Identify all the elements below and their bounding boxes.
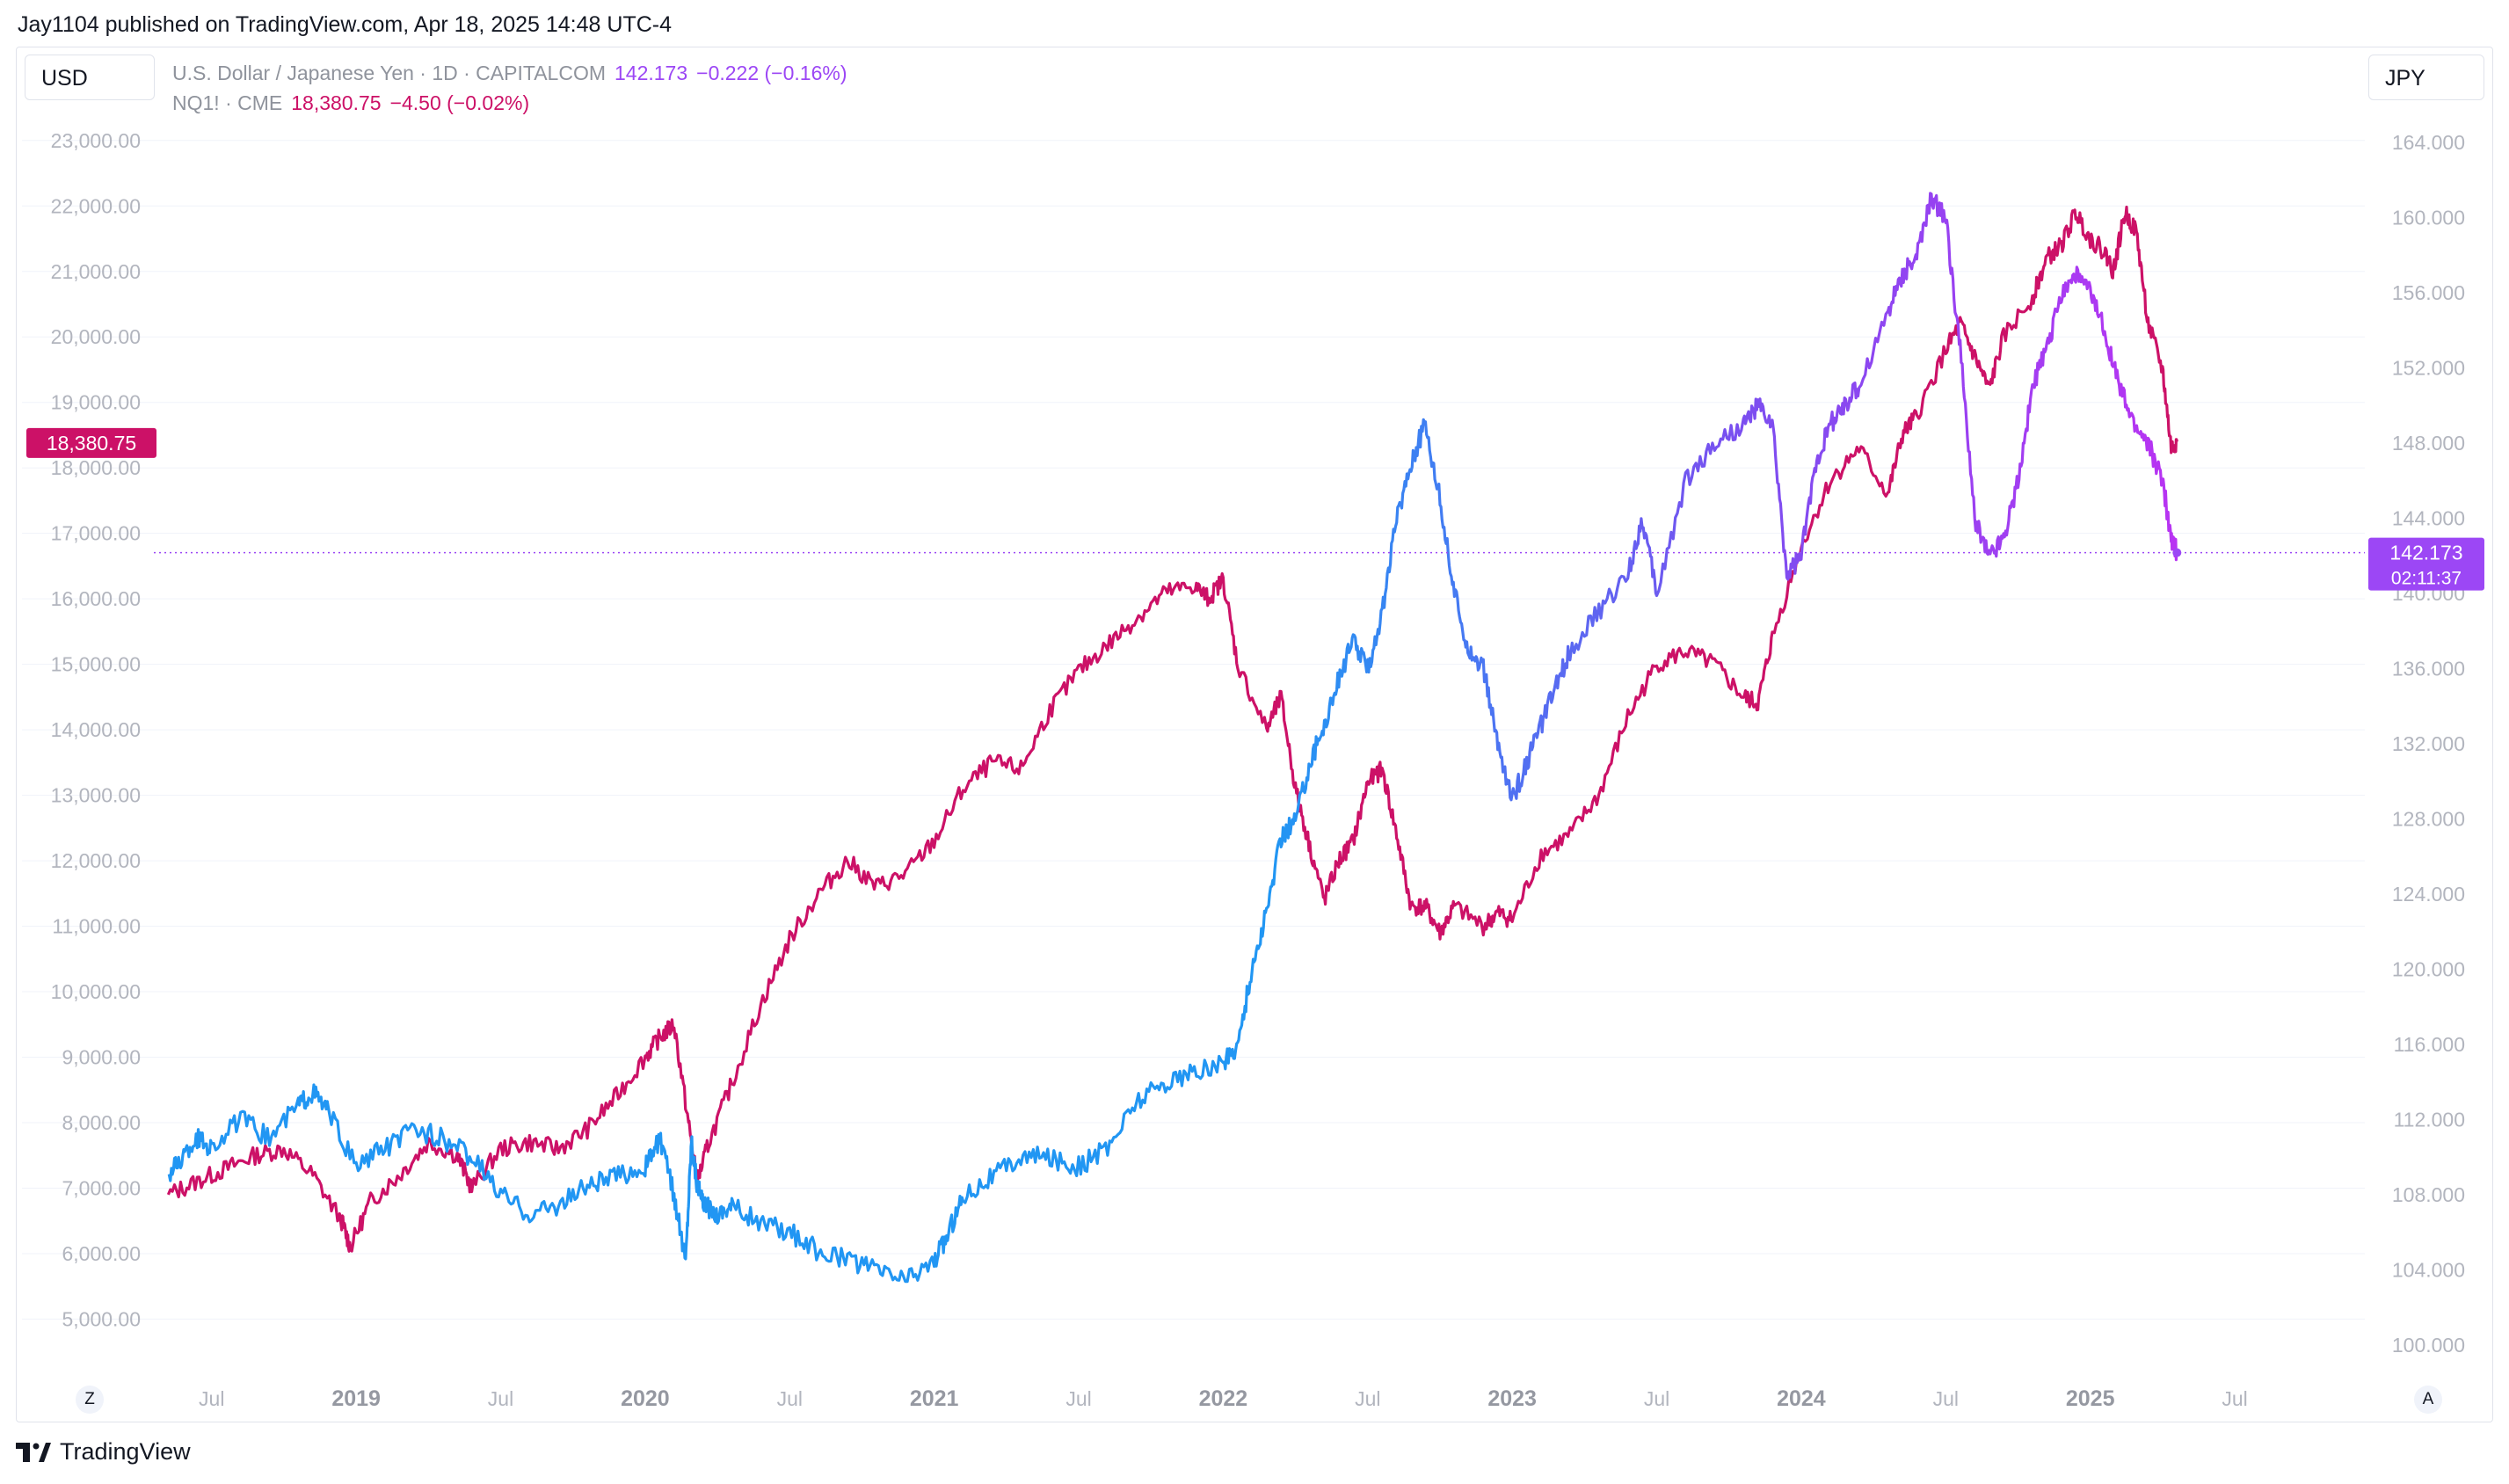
right-axis-tick-label: 128.000 — [2392, 808, 2465, 831]
right-axis-tick-label: 136.000 — [2392, 658, 2465, 680]
left-axis-tick-label: 16,000.00 — [51, 587, 141, 610]
legend-usdjpy[interactable]: U.S. Dollar / Japanese Yen · 1D · CAPITA… — [172, 62, 847, 85]
left-axis-tick-label: 20,000.00 — [51, 325, 141, 348]
price-tags: 18,380.75 142.173 02:11:37 — [26, 427, 2484, 591]
time-axis: Jul 2019 Jul 2020 Jul 2021 Jul 2022 Jul 2023 Jul 20… — [199, 1386, 2248, 1411]
usdjpy-price-tag — [2368, 537, 2484, 591]
right-axis-tick-label: 100.000 — [2392, 1334, 2465, 1357]
time-axis-label: Jul — [1933, 1387, 1959, 1410]
right-axis-tick-label: 104.000 — [2392, 1259, 2465, 1282]
left-axis-tick-label: 10,000.00 — [51, 980, 141, 1003]
legend-usdjpy-last: 142.173 — [615, 62, 688, 84]
legend-nq-change: −4.50 (−0.02%) — [389, 91, 530, 114]
right-price-axis: 100.000 104.000 108.000 112.000 116.000 120.0… — [2392, 131, 2465, 1357]
left-axis-tick-label: 23,000.00 — [51, 129, 141, 152]
right-axis-tick-label: 156.000 — [2392, 281, 2465, 304]
left-axis-tick-label: 11,000.00 — [52, 915, 141, 938]
right-axis-tick-label: 124.000 — [2392, 883, 2465, 906]
right-axis-tick-label: 160.000 — [2392, 207, 2465, 229]
left-axis-tick-label: 19,000.00 — [51, 391, 141, 414]
right-axis-tick-label: 148.000 — [2392, 432, 2465, 455]
time-axis-label: 2025 — [2066, 1386, 2115, 1411]
left-currency-selector[interactable]: USD — [25, 55, 155, 100]
time-axis-label: 2020 — [621, 1386, 670, 1411]
time-axis-label: Jul — [1355, 1387, 1380, 1410]
right-axis-tick-label: 132.000 — [2392, 732, 2465, 755]
publisher-line: Jay1104 published on TradingView.com, Ap… — [18, 12, 672, 37]
legend-nq-name: NQ1! · CME — [172, 91, 283, 114]
time-axis-label: Jul — [488, 1387, 513, 1410]
time-axis-label: 2023 — [1487, 1386, 1537, 1411]
tradingview-brand: TradingView — [60, 1438, 191, 1465]
right-axis-tick-label: 120.000 — [2392, 958, 2465, 981]
legend-nq[interactable]: NQ1! · CME 18,380.75 −4.50 (−0.02%) — [172, 91, 529, 115]
grid-lines — [22, 140, 2365, 1320]
zoom-reset-button[interactable]: Z — [76, 1386, 104, 1414]
time-axis-label: 2021 — [910, 1386, 959, 1411]
left-axis-tick-label: 18,000.00 — [51, 456, 141, 479]
left-axis-tick-label: 13,000.00 — [51, 784, 141, 807]
right-currency-selector[interactable]: JPY — [2368, 55, 2484, 100]
time-axis-label: Jul — [1644, 1387, 1669, 1410]
usdjpy-countdown-label: 02:11:37 — [2391, 569, 2462, 589]
usdjpy-last-point — [2172, 548, 2182, 557]
time-axis-label: Jul — [2222, 1387, 2247, 1410]
right-axis-tick-label: 152.000 — [2392, 357, 2465, 380]
left-axis-tick-label: 22,000.00 — [51, 194, 141, 217]
time-axis-label: Jul — [199, 1387, 224, 1410]
left-axis-tick-label: 7,000.00 — [62, 1176, 141, 1199]
right-axis-tick-label: 112.000 — [2394, 1109, 2465, 1131]
time-axis-label: Jul — [777, 1387, 803, 1410]
usdjpy-series-line — [167, 192, 2178, 1284]
left-axis-tick-label: 15,000.00 — [51, 653, 141, 676]
series-lines — [154, 192, 2365, 1284]
left-axis-tick-label: 5,000.00 — [62, 1307, 141, 1330]
time-axis-label: Jul — [1065, 1387, 1091, 1410]
right-axis-tick-label: 116.000 — [2394, 1033, 2465, 1056]
auto-scale-button[interactable]: A — [2414, 1386, 2442, 1414]
left-axis-tick-label: 14,000.00 — [51, 718, 141, 741]
right-axis-tick-label: 164.000 — [2392, 131, 2465, 154]
usdjpy-price-tag-label: 142.173 — [2389, 542, 2462, 564]
left-axis-tick-label: 6,000.00 — [62, 1242, 141, 1265]
chart-frame — [16, 47, 2493, 1422]
left-axis-tick-label: 12,000.00 — [51, 849, 141, 872]
time-axis-label: 2019 — [331, 1386, 381, 1411]
nq-series-line — [166, 205, 2178, 1253]
tradingview-logo[interactable]: TradingView — [16, 1438, 191, 1466]
legend-usdjpy-name: U.S. Dollar / Japanese Yen · 1D · CAPITA… — [172, 62, 606, 84]
legend-nq-last: 18,380.75 — [291, 91, 382, 114]
left-axis-tick-label: 9,000.00 — [62, 1046, 141, 1069]
nq-price-tag-label: 18,380.75 — [47, 432, 136, 455]
left-price-axis: 5,000.00 6,000.00 7,000.00 8,000.00 9,000.00… — [51, 129, 141, 1331]
tradingview-logo-icon — [16, 1442, 51, 1462]
legend-usdjpy-change: −0.222 (−0.16%) — [696, 62, 847, 84]
right-axis-tick-label: 108.000 — [2392, 1183, 2465, 1206]
left-axis-tick-label: 17,000.00 — [51, 522, 141, 545]
left-axis-tick-label: 8,000.00 — [62, 1111, 141, 1134]
nq-price-tag — [26, 427, 156, 458]
time-axis-label: 2024 — [1777, 1386, 1826, 1411]
time-axis-label: 2022 — [1199, 1386, 1248, 1411]
left-axis-tick-label: 21,000.00 — [51, 260, 141, 283]
right-axis-tick-label: 144.000 — [2392, 507, 2465, 530]
